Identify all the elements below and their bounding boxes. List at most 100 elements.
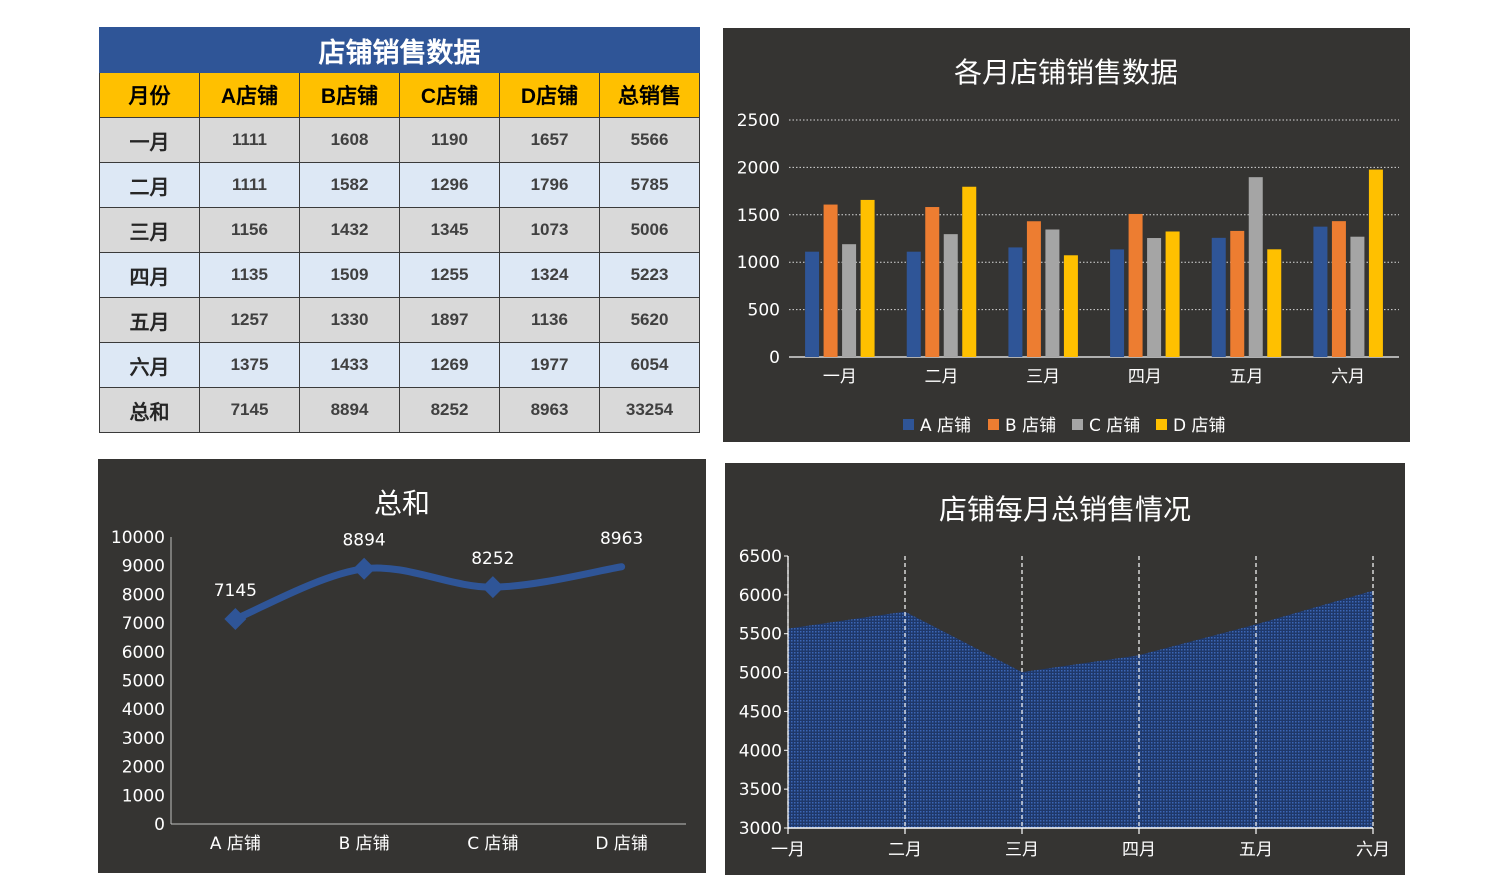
area-y-tick-label: 5500 [739,625,782,645]
cell-month: 总和 [99,387,200,433]
header-store-a: A店铺 [199,72,300,118]
cell-store-d: 1073 [499,207,600,253]
total-line-chart-panel: 总和 0 1000 2000 3000 4000 5000 6000 7000 8000 9000… [98,459,706,873]
bar-x-tick-label: 五月 [1230,367,1264,387]
bar-a-0 [805,251,820,357]
line-y-tick-label: 1000 [122,786,165,806]
cell-total: 5620 [599,297,700,343]
bar-x-tick-label: 一月 [823,367,857,387]
bar-b-4 [1230,230,1245,357]
table-row-row-feb: 二月 1111 1582 1296 1796 5785 [99,162,700,208]
bar-x-tick-label: 四月 [1128,367,1162,387]
cell-store-a: 7145 [199,387,300,433]
cell-store-b: 1608 [299,117,400,163]
legend-label-d: D 店铺 [1173,416,1226,436]
cell-store-a: 1111 [199,117,300,163]
line-y-tick-label: 6000 [122,643,165,663]
cell-store-a: 1156 [199,207,300,253]
area-y-tick-label: 3500 [739,780,782,800]
bar-c-1 [943,234,958,357]
cell-store-b: 1582 [299,162,400,208]
monthly-bar-chart-panel: 各月店铺销售数据 0 500 1000 1500 2000 2500 一月 二月 三月 四月 五月 六… [723,28,1410,442]
line-x-tick-label: A 店铺 [210,834,261,854]
line-point-2 [481,576,504,599]
bar-a-5 [1313,226,1328,357]
legend-swatch-b [988,419,999,430]
line-chart-title: 总和 [374,487,430,520]
bar-y-tick-label: 500 [748,301,780,321]
cell-store-b: 1330 [299,297,400,343]
header-store-d: D店铺 [499,72,600,118]
area-y-tick-label: 6000 [739,586,782,606]
legend-swatch-c [1072,419,1083,430]
line-y-tick-label: 3000 [122,729,165,749]
bar-b-5 [1331,221,1346,357]
cell-store-c: 1897 [399,297,500,343]
area-x-tick-label: 六月 [1356,840,1390,860]
area-x-tick-label: 五月 [1239,840,1273,860]
line-data-label: 8894 [342,531,385,551]
area-y-tick-label: 4500 [739,702,782,722]
area-x-tick-label: 一月 [771,840,805,860]
area-y-tick-label: 5000 [739,664,782,684]
cell-store-d: 1977 [499,342,600,388]
area-chart-title: 店铺每月总销售情况 [939,493,1191,526]
table-row-row-may: 五月 1257 1330 1897 1136 5620 [99,297,700,343]
line-y-tick-label: 4000 [122,700,165,720]
area-y-tick-label: 3000 [739,819,782,839]
bar-a-2 [1008,247,1023,357]
monthly-total-area-chart: 店铺每月总销售情况 一月 二月 三月 四月 五月 六月 3000 3500 4000 4500 50… [739,493,1390,860]
cell-store-d: 1324 [499,252,600,298]
cell-total: 33254 [599,387,700,433]
bar-d-3 [1165,231,1180,357]
bar-c-3 [1147,238,1162,357]
cell-store-d: 8963 [499,387,600,433]
bar-c-5 [1350,236,1365,357]
bar-c-2 [1045,229,1060,357]
cell-total: 5785 [599,162,700,208]
cell-month: 六月 [99,342,200,388]
cell-total: 5223 [599,252,700,298]
bar-b-1 [925,207,940,357]
cell-store-c: 1269 [399,342,500,388]
line-data-label: 8252 [471,549,514,569]
bar-d-2 [1063,255,1078,357]
bar-d-0 [860,199,875,357]
area-x-tick-label: 四月 [1122,840,1156,860]
cell-store-d: 1136 [499,297,600,343]
cell-month: 五月 [99,297,200,343]
legend-label-c: C 店铺 [1089,416,1140,436]
line-data-label: 8963 [600,529,643,549]
line-y-tick-label: 10000 [111,528,165,548]
cell-store-d: 1796 [499,162,600,208]
area-x-tick-label: 三月 [1005,840,1039,860]
table-row-row-total: 总和 7145 8894 8252 8963 33254 [99,387,700,433]
bar-d-4 [1267,249,1282,357]
cell-month: 一月 [99,117,200,163]
bar-y-tick-label: 2500 [737,111,780,131]
cell-store-c: 1345 [399,207,500,253]
cell-total: 6054 [599,342,700,388]
bar-d-5 [1368,169,1383,357]
line-x-tick-label: D 店铺 [595,834,648,854]
header-month: 月份 [99,72,200,118]
table-row-row-jan: 一月 1111 1608 1190 1657 5566 [99,117,700,163]
bar-a-3 [1110,249,1125,357]
cell-store-a: 1257 [199,297,300,343]
area-x-tick-label: 二月 [888,840,922,860]
table-row-row-apr: 四月 1135 1509 1255 1324 5223 [99,252,700,298]
cell-store-b: 1509 [299,252,400,298]
monthly-bar-chart: 各月店铺销售数据 0 500 1000 1500 2000 2500 一月 二月 三月 四月 五月 六… [737,56,1399,436]
bar-y-tick-label: 0 [769,348,780,368]
cell-total: 5006 [599,207,700,253]
bar-x-tick-label: 六月 [1331,367,1365,387]
area-y-tick-label: 4000 [739,741,782,761]
cell-store-a: 1135 [199,252,300,298]
bar-b-2 [1026,221,1041,357]
line-y-tick-label: 9000 [122,557,165,577]
total-line [231,563,626,623]
monthly-total-area-chart-panel: 店铺每月总销售情况 一月 二月 三月 四月 五月 六月 3000 3500 4000 4500 50… [725,463,1405,875]
legend-label-b: B 店铺 [1005,416,1056,436]
line-y-tick-label: 0 [154,815,165,835]
area-y-tick-label: 6500 [739,547,782,567]
